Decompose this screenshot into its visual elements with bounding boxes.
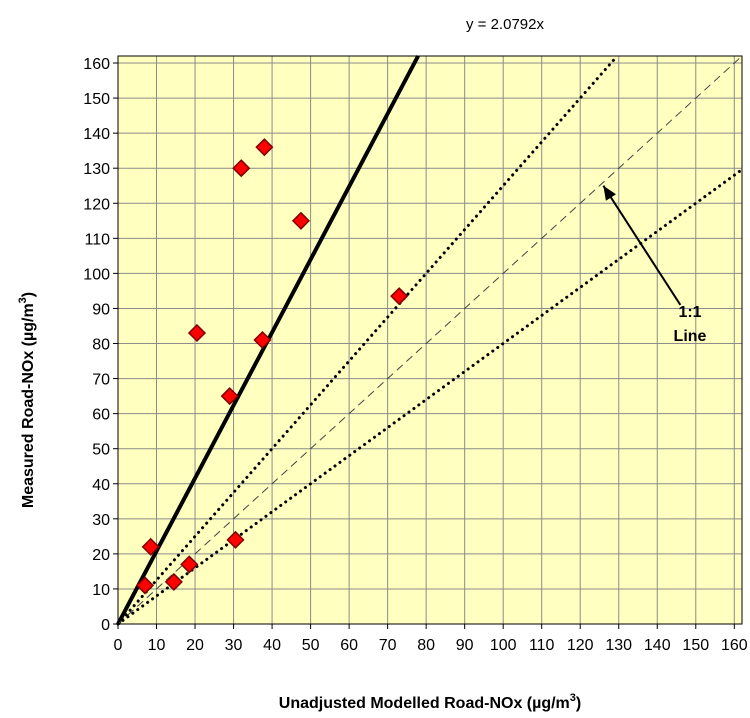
trend-line-dotted [116, 168, 744, 626]
annotation-label-line1: 1:1 [678, 304, 701, 321]
data-point [232, 159, 251, 178]
data-point [291, 211, 311, 230]
trend-line-dashed [117, 55, 743, 625]
x-tick-label: 50 [302, 637, 320, 654]
y-tick-label: 60 [92, 407, 110, 424]
tick-labels: 0 10 20 30 40 50 60 70 80 90 100 110 120 130 140 150 160… [83, 56, 747, 654]
grid [118, 56, 742, 624]
data-point [253, 330, 272, 350]
trend-line-dotted [116, 54, 619, 626]
x-tick-label: 30 [225, 637, 243, 654]
x-tick-label: 90 [456, 637, 474, 654]
y-tick-label: 120 [83, 196, 110, 213]
y-tick-label: 140 [83, 126, 110, 143]
x-axis-title: Unadjusted Modelled Road-NOx (µg/m3) [279, 692, 581, 712]
x-tick-label: 140 [644, 637, 671, 654]
data-point [255, 138, 274, 157]
y-tick-label: 0 [101, 617, 110, 634]
data-point [180, 555, 199, 574]
annotation: 1:1 Line [602, 185, 707, 345]
data-point [187, 323, 207, 343]
y-tick-label: 110 [84, 231, 110, 248]
x-tick-label: 80 [417, 637, 435, 654]
x-tick-label: 110 [529, 637, 555, 654]
equation-label: y = 2.0792x [466, 16, 544, 33]
plot-border [117, 55, 743, 625]
x-tick-label: 10 [148, 637, 166, 654]
y-tick-label: 130 [83, 161, 110, 178]
y-tick-label: 70 [92, 372, 110, 389]
y-tick-label: 30 [92, 512, 110, 529]
x-tick-label: 130 [605, 637, 632, 654]
annotation-label-line2: Line [674, 328, 707, 345]
y-tick-label: 20 [92, 547, 110, 564]
data-point [220, 387, 239, 406]
x-tick-label: 160 [721, 637, 748, 654]
annotation-arrow [602, 185, 682, 306]
y-tick-label: 40 [92, 477, 110, 494]
x-tick-label: 120 [567, 637, 594, 654]
data-points [135, 138, 409, 595]
y-tick-label: 10 [92, 582, 110, 599]
x-tick-label: 100 [490, 637, 517, 654]
y-tick-label: 50 [92, 442, 110, 459]
data-point [141, 537, 160, 556]
y-tick-label: 150 [83, 91, 110, 108]
data-point [135, 576, 155, 595]
data-point [390, 287, 409, 306]
y-tick-label: 90 [92, 301, 110, 318]
x-tick-label: 150 [682, 637, 709, 654]
data-point [164, 572, 183, 591]
x-tick-label: 70 [379, 637, 397, 654]
x-tick-label: 0 [114, 637, 123, 654]
data-point [226, 530, 245, 549]
y-axis-title: Measured Road-NOx (µg/m3) [17, 292, 37, 508]
x-tick-label: 20 [186, 637, 204, 654]
y-tick-label: 80 [92, 337, 110, 354]
x-tick-label: 40 [263, 637, 281, 654]
y-tick-label: 100 [83, 266, 110, 283]
x-tick-label: 60 [340, 637, 358, 654]
annotation-arrowhead [603, 185, 616, 201]
y-tick-label: 160 [83, 56, 110, 73]
